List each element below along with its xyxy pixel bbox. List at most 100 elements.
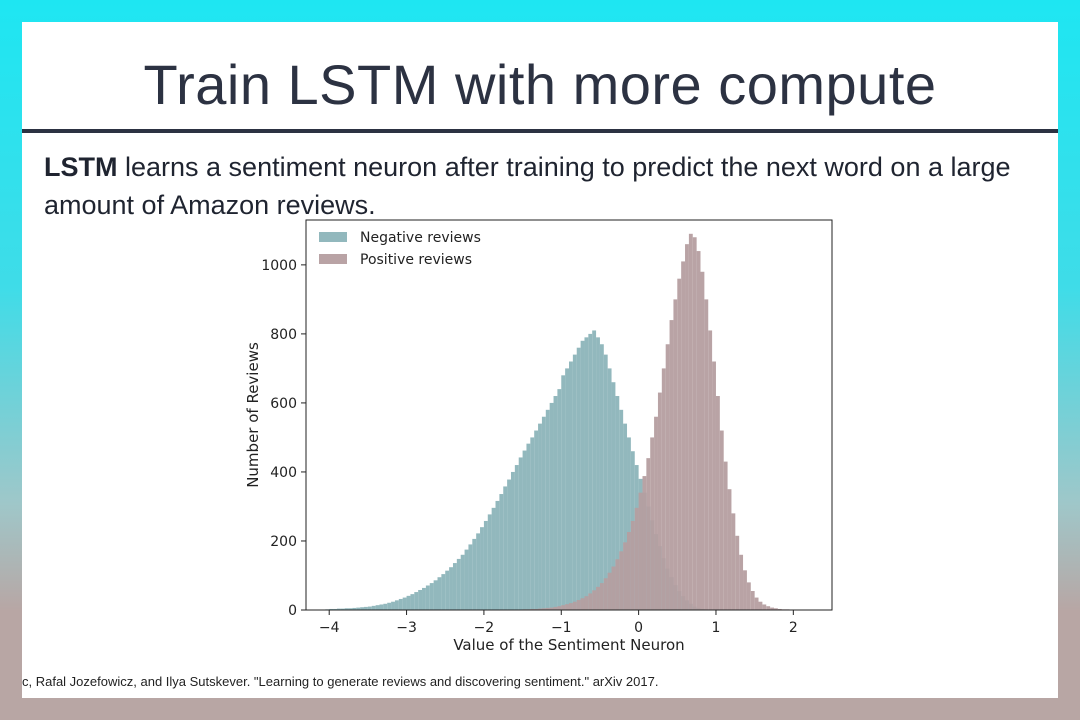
hist-bar-negative (592, 330, 597, 610)
hist-bar-negative (561, 375, 566, 610)
hist-bar-positive (743, 570, 747, 610)
hist-bar-positive (553, 606, 558, 610)
x-tick-label: 2 (789, 620, 798, 636)
y-tick-label: 1000 (261, 258, 297, 274)
positive-reviews-bars (514, 233, 809, 611)
hist-bar-negative (472, 538, 477, 610)
hist-bar-positive (588, 593, 593, 610)
hist-bar-positive (576, 599, 581, 610)
hist-bar-negative (530, 437, 535, 610)
hist-bar-positive (615, 559, 620, 610)
hist-bar-positive (688, 233, 693, 611)
hist-bar-positive (580, 598, 585, 610)
hist-bar-negative (406, 595, 411, 610)
hist-bar-negative (364, 606, 368, 610)
hist-bar-positive (607, 572, 612, 610)
hist-bar-positive (549, 607, 554, 610)
subtitle-text: learns a sentiment neuron after training… (44, 152, 1011, 220)
hist-bar-negative (348, 608, 353, 610)
hist-bar-positive (669, 320, 674, 610)
hist-bar-positive (712, 361, 716, 610)
hist-bar-negative (514, 465, 519, 610)
hist-bar-negative (402, 597, 407, 610)
hist-bar-positive (599, 583, 604, 610)
hist-bar-negative (480, 527, 484, 610)
y-axis-ticks: 0 200 400 600 800 1000 (261, 258, 306, 619)
hist-bar-positive (719, 430, 724, 610)
hist-bar-positive (731, 513, 736, 610)
hist-bar-negative (623, 423, 628, 610)
hist-bar-positive (634, 507, 639, 610)
hist-bar-negative (491, 507, 496, 610)
hist-bar-positive (685, 244, 689, 610)
hist-bar-negative (352, 607, 357, 610)
hist-bar-positive (627, 532, 631, 610)
hist-bar-positive (708, 330, 713, 610)
hist-bar-negative (476, 533, 481, 610)
hist-bar-positive (565, 604, 569, 610)
hist-bar-negative (360, 607, 365, 610)
hist-bar-positive (650, 437, 655, 610)
hist-bar-positive (681, 261, 686, 610)
hist-bar-negative (468, 544, 473, 610)
hist-bar-positive (700, 271, 705, 610)
hist-bar-negative (383, 603, 388, 610)
hist-bar-negative (356, 607, 361, 610)
y-tick-label: 400 (270, 465, 297, 481)
hist-bar-negative (410, 594, 415, 610)
hist-bar-negative (557, 389, 562, 610)
hist-bar-negative (429, 583, 434, 610)
hist-bar-positive (750, 591, 755, 610)
legend-label-negative: Negative reviews (360, 230, 481, 246)
hist-bar-negative (599, 344, 604, 610)
subtitle-bold: LSTM (44, 152, 118, 182)
hist-bar-negative (464, 549, 469, 610)
hist-bar-negative (588, 333, 593, 610)
hist-bar-positive (739, 554, 744, 610)
histogram-chart: −4 −3 −2 −1 0 1 2 0 200 400 600 800 1000 Value of t… (244, 219, 833, 654)
hist-bar-negative (538, 423, 542, 610)
y-tick-label: 800 (270, 327, 297, 343)
hist-bar-negative (456, 558, 461, 610)
citation: c, Rafal Jozefowicz, and Ilya Sutskever.… (22, 674, 659, 689)
hist-bar-negative (460, 554, 465, 610)
hist-bar-negative (414, 592, 419, 610)
hist-bar-negative (418, 589, 423, 610)
x-tick-label: 0 (634, 620, 643, 636)
hist-bar-negative (549, 402, 554, 610)
hist-bar-positive (596, 586, 600, 610)
hist-bar-positive (773, 608, 778, 610)
hist-bar-negative (580, 340, 585, 610)
hist-bar-positive (603, 578, 608, 610)
hist-bar-negative (379, 604, 384, 610)
hist-bar-negative (596, 337, 600, 610)
hist-bar-positive (770, 607, 774, 610)
hist-bar-positive (642, 476, 647, 610)
hist-bar-positive (584, 596, 589, 610)
hist-bar-positive (661, 368, 666, 610)
hist-bar-positive (592, 590, 597, 610)
legend-label-positive: Positive reviews (360, 252, 472, 268)
hist-bar-negative (518, 457, 523, 610)
hist-bar-negative (627, 437, 631, 610)
hist-bar-negative (576, 347, 581, 610)
x-tick-label: −3 (396, 620, 417, 636)
hist-bar-positive (538, 608, 542, 610)
hist-bar-positive (665, 344, 670, 610)
hist-bar-negative (425, 585, 430, 610)
slide: Train LSTM with more compute LSTM learns… (22, 22, 1058, 698)
hist-bar-negative (333, 608, 337, 610)
x-tick-label: 1 (712, 620, 721, 636)
hist-bar-positive (646, 458, 651, 610)
hist-bar-negative (452, 563, 457, 610)
hist-bar-positive (654, 416, 658, 610)
hist-bar-negative (569, 361, 573, 610)
hist-bar-negative (367, 606, 372, 610)
hist-bar-negative (487, 514, 492, 610)
hist-bar-negative (391, 601, 395, 610)
hist-bar-positive (638, 492, 643, 610)
hist-bar-positive (623, 542, 628, 610)
hist-bar-negative (503, 486, 508, 610)
hist-bar-positive (561, 605, 566, 610)
hist-bar-negative (398, 598, 403, 610)
